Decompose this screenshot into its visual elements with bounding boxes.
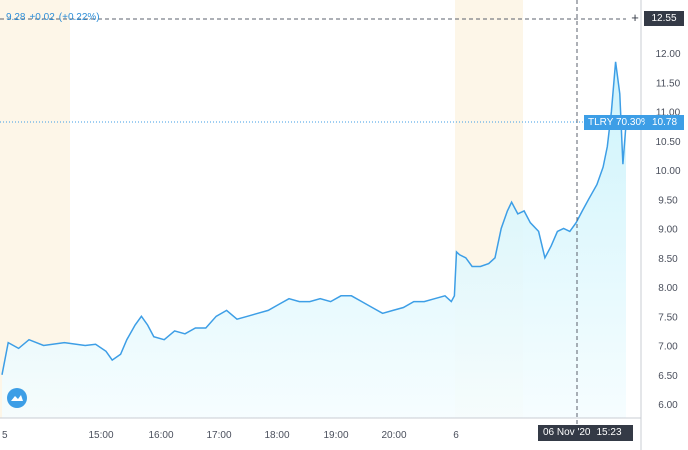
time-tick-label: 15:00 [88, 430, 113, 441]
crosshair-time: 15:23 [596, 427, 622, 438]
last-price-label: 10.78 [645, 115, 684, 130]
price-axis[interactable]: 6.00 6.50 7.00 7.50 8.00 8.50 9.00 9.50 10.00 10.… [655, 49, 680, 411]
time-tick-label: 19:00 [323, 430, 348, 441]
price-tick-label: 11.00 [656, 108, 681, 119]
header-change-pct: (+0.22%) [58, 12, 100, 23]
price-tick-label: 10.00 [655, 166, 680, 177]
crosshair-date: 06 Nov '20 [543, 427, 591, 438]
time-tick-label: 5 [2, 430, 8, 441]
time-tick-label: 17:00 [206, 430, 231, 441]
price-tick-label: 10.50 [655, 137, 680, 148]
plus-icon[interactable]: + [631, 10, 639, 25]
time-tick-label: 20:00 [381, 430, 406, 441]
crosshair-price-label: 12.55 [644, 11, 684, 26]
time-tick-label: 18:00 [264, 430, 289, 441]
price-line [1, 61, 627, 375]
crosshair-time-label: 06 Nov '20 15:23 [538, 425, 633, 441]
price-tick-label: 12.00 [655, 49, 680, 60]
price-tick-label: 8.00 [658, 283, 678, 294]
price-tick-label: 7.50 [658, 312, 678, 323]
price-tick-label: 9.00 [658, 225, 678, 236]
time-tick-label: 6 [453, 430, 459, 441]
header-change: +0.02 [29, 12, 55, 23]
tradingview-logo-icon[interactable] [7, 388, 27, 408]
price-tick-label: 11.50 [656, 78, 681, 89]
symbol-change-label: TLRY 70.30% [584, 115, 654, 130]
price-header: 9.28 +0.02 (+0.22%) [6, 12, 104, 23]
price-tick-label: 6.50 [658, 371, 678, 382]
time-tick-label: 16:00 [148, 430, 173, 441]
price-tick-label: 8.50 [658, 254, 678, 265]
header-price: 9.28 [6, 12, 26, 23]
price-area-fill [2, 61, 626, 419]
price-tick-label: 9.50 [658, 195, 678, 206]
price-tick-label: 6.00 [658, 400, 678, 411]
price-tick-label: 7.00 [658, 342, 678, 353]
